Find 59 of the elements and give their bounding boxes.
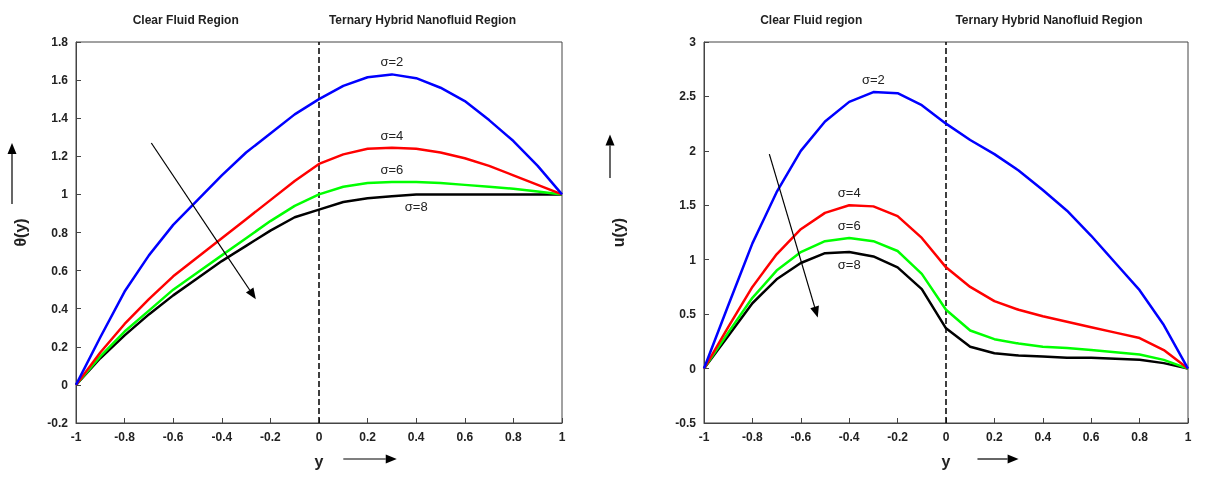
y-tick-label: 1.2 [51, 149, 69, 164]
x-tick-label: -0.2 [260, 430, 282, 444]
y-tick-label: 0.5 [679, 307, 697, 322]
text: Clear Fluid Region [132, 13, 239, 27]
x-tick-label: -1 [70, 430, 82, 444]
y-tick-label: 1.4 [51, 111, 69, 126]
y-tick-label: 0 [689, 361, 697, 376]
y-tick-label: 3 [689, 35, 697, 49]
x-tick-label: 0.6 [456, 430, 474, 444]
y-axis-title: u(y) [609, 217, 627, 248]
x-tick-label: 0.2 [986, 430, 1004, 444]
y-tick-label: 2.5 [679, 89, 697, 104]
x-tick-label: 1 [1184, 430, 1192, 444]
series-label: σ=6 [380, 162, 404, 178]
x-tick-label: -0.6 [162, 430, 184, 444]
y-tick-label: 0 [61, 377, 69, 392]
line-series [702, 90, 1190, 370]
y-tick-label: 1.8 [51, 35, 69, 49]
series-label: σ=6 [837, 217, 861, 233]
x-tick-label: 0.4 [407, 430, 425, 444]
y-tick-label: 0.6 [51, 263, 69, 278]
text: Ternary Hybrid Nanofluid Region [955, 13, 1143, 27]
text: Ternary Hybrid Nanofluid Region [328, 13, 517, 27]
x-tick-label: 0.2 [359, 430, 377, 444]
y-tick-label: 0.2 [51, 339, 69, 354]
y-tick-label: -0.5 [675, 416, 697, 430]
series-label: σ=8 [404, 199, 428, 215]
series-label: σ=4 [837, 185, 861, 201]
y-tick-label: 0.4 [51, 301, 69, 316]
x-tick-label: 0.8 [1131, 430, 1149, 444]
x-tick-label: 1 [558, 430, 566, 444]
y-tick-label: 0.8 [51, 225, 69, 240]
x-tick-label: 0 [942, 430, 950, 444]
y-tick-label: 2 [689, 143, 697, 158]
x-tick-label: 0.4 [1034, 430, 1052, 444]
x-tick-label: -1 [698, 430, 710, 444]
y-axis-title: θ(y) [11, 218, 29, 247]
series-label: σ=8 [837, 257, 861, 273]
x-tick-label: -0.8 [114, 430, 136, 444]
series-label: σ=2 [380, 54, 404, 70]
y-tick-label: -0.2 [47, 416, 69, 430]
x-axis-title: y [314, 452, 324, 470]
series-label: σ=4 [380, 127, 404, 143]
x-tick-label: -0.4 [211, 430, 233, 444]
series-label: σ=2 [861, 72, 885, 88]
line-series [74, 73, 564, 387]
y-tick-label: 1.6 [51, 73, 69, 88]
text: Clear Fluid region [760, 13, 863, 27]
y-tick-label: 1 [61, 187, 69, 202]
x-tick-label: 0 [315, 430, 323, 444]
y-tick-label: 1.5 [679, 198, 697, 213]
x-tick-label: 0.8 [505, 430, 523, 444]
x-tick-label: -0.8 [742, 430, 764, 444]
x-tick-label: 0.6 [1082, 430, 1100, 444]
y-tick-label: 1 [689, 252, 697, 267]
x-axis-title: y [941, 452, 951, 470]
x-tick-label: -0.2 [887, 430, 909, 444]
x-tick-label: -0.6 [790, 430, 812, 444]
x-tick-label: -0.4 [838, 430, 860, 444]
